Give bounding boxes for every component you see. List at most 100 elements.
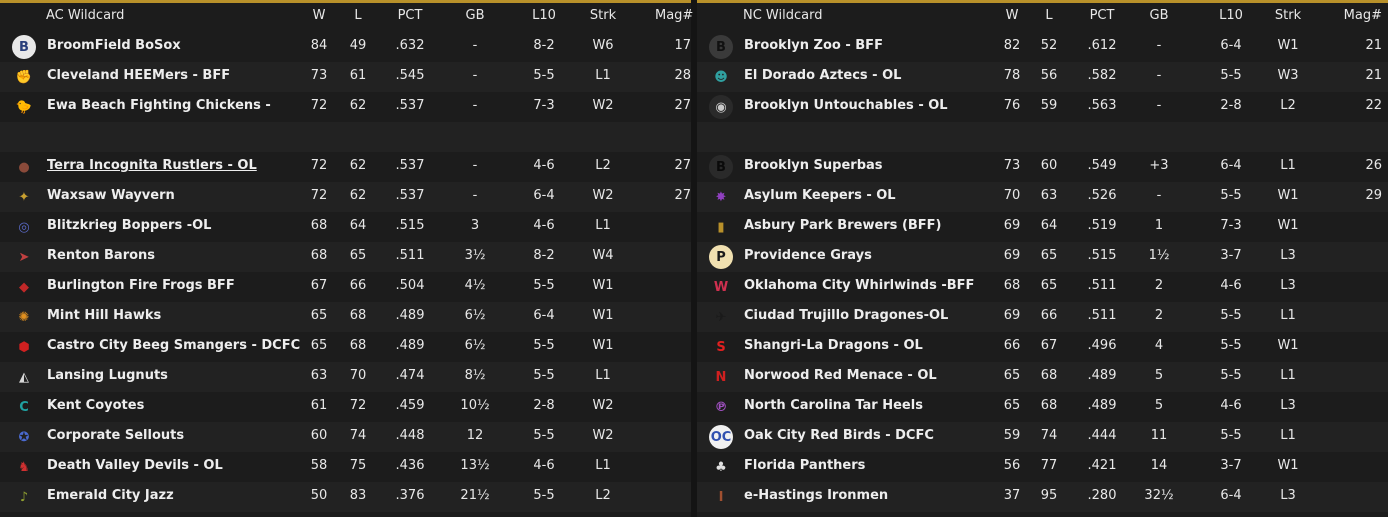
team-logo-icon[interactable]: C	[19, 399, 29, 415]
team-row[interactable]: ⬢ Castro City Beeg Smangers - DCFC 65 68 .48…	[0, 332, 691, 362]
team-name-link[interactable]: Brooklyn Zoo - BFF	[744, 38, 883, 53]
team-logo-icon[interactable]: ✊	[15, 69, 33, 85]
team-name-link[interactable]: Castro City Beeg Smangers - DCFC	[47, 338, 301, 353]
team-logo-icon[interactable]: W	[713, 279, 729, 295]
team-row[interactable]: ✪ Corporate Sellouts 60 74 .448 12 5-5 W2	[0, 422, 691, 452]
team-name-link[interactable]: North Carolina Tar Heels	[744, 398, 923, 413]
team-name-link[interactable]: Blitzkrieg Boppers -OL	[47, 218, 212, 233]
team-row[interactable]: ☻ El Dorado Aztecs - OL 78 56 .582 - 5-5 W3 21	[697, 62, 1388, 92]
team-name-link[interactable]: Asbury Park Brewers (BFF)	[744, 218, 942, 233]
col-header-l[interactable]: L	[354, 8, 362, 23]
col-header-l10[interactable]: L10	[532, 8, 556, 23]
team-row[interactable]: B BroomField BoSox 84 49 .632 - 8-2 W6 17	[0, 32, 691, 62]
team-name-link[interactable]: Brooklyn Superbas	[744, 158, 883, 173]
team-logo-icon[interactable]: ◆	[19, 279, 29, 295]
team-logo-icon[interactable]: ✸	[715, 189, 727, 205]
team-name-link[interactable]: Asylum Keepers - OL	[744, 188, 896, 203]
team-name-link[interactable]: Lansing Lugnuts	[47, 368, 168, 383]
col-header-l[interactable]: L	[1045, 8, 1053, 23]
team-row[interactable]: ♪ Emerald City Jazz 50 83 .376 21½ 5-5 L2	[0, 482, 691, 512]
col-header-strk[interactable]: Strk	[589, 8, 617, 23]
team-logo-icon[interactable]: B	[709, 155, 733, 179]
team-row[interactable]: 🐤 Ewa Beach Fighting Chickens - 72 62 .537 - 7…	[0, 92, 691, 122]
team-name-link[interactable]: BroomField BoSox	[47, 38, 181, 53]
team-name-link[interactable]: Ewa Beach Fighting Chickens -	[47, 98, 271, 113]
team-row[interactable]: ◉ Brooklyn Untouchables - OL 76 59 .563 - 2-8 L…	[697, 92, 1388, 122]
team-name-link[interactable]: El Dorado Aztecs - OL	[744, 68, 902, 83]
team-logo-icon[interactable]: ✈	[715, 309, 727, 325]
team-logo-icon[interactable]: OC	[709, 425, 733, 449]
team-logo-icon[interactable]: ▮	[717, 219, 725, 235]
team-row[interactable]: ➤ Renton Barons 68 65 .511 3½ 8-2 W4	[0, 242, 691, 272]
team-name-link[interactable]: Brooklyn Untouchables - OL	[744, 98, 948, 113]
team-row[interactable]: C Kent Coyotes 61 72 .459 10½ 2-8 W2	[0, 392, 691, 422]
team-row[interactable]: B Brooklyn Superbas 73 60 .549 +3 6-4 L1 26	[697, 152, 1388, 182]
col-header-pct[interactable]: PCT	[397, 8, 423, 23]
team-name-link[interactable]: Shangri-La Dragons - OL	[744, 338, 923, 353]
team-logo-icon[interactable]: ◎	[18, 219, 30, 235]
team-name-link[interactable]: Emerald City Jazz	[47, 488, 174, 503]
team-row[interactable]: ℗ North Carolina Tar Heels 65 68 .489 5 4-6 L3	[697, 392, 1388, 422]
team-row[interactable]: S Shangri-La Dragons - OL 66 67 .496 4 5-5 W1	[697, 332, 1388, 362]
team-logo-icon[interactable]: ✺	[18, 309, 30, 325]
team-row[interactable]: ◎ Blitzkrieg Boppers -OL 68 64 .515 3 4-6 L1	[0, 212, 691, 242]
team-logo-icon[interactable]: B	[12, 35, 36, 59]
team-logo-icon[interactable]: P	[709, 245, 733, 269]
col-header-w[interactable]: W	[1005, 8, 1019, 23]
team-row[interactable]: ♣ Florida Panthers 56 77 .421 14 3-7 W1	[697, 452, 1388, 482]
team-logo-icon[interactable]: S	[716, 339, 726, 355]
team-row[interactable]: ▮ Asbury Park Brewers (BFF) 69 64 .519 1 7-3 W1	[697, 212, 1388, 242]
team-logo-icon[interactable]: ℗	[714, 399, 728, 415]
col-header-l10[interactable]: L10	[1219, 8, 1243, 23]
team-logo-icon[interactable]: ✦	[18, 189, 30, 205]
team-logo-icon[interactable]: N	[715, 369, 727, 385]
team-name-link[interactable]: Renton Barons	[47, 248, 156, 263]
team-name-link[interactable]: Burlington Fire Frogs BFF	[47, 278, 235, 293]
team-name-link[interactable]: Providence Grays	[744, 248, 872, 263]
team-logo-icon[interactable]: ♣	[715, 459, 727, 475]
team-row[interactable]: ✦ Waxsaw Wayvern 72 62 .537 - 6-4 W2 27	[0, 182, 691, 212]
team-row[interactable]: ✈ Ciudad Trujillo Dragones-OL 69 66 .511 2 5-5…	[697, 302, 1388, 332]
col-header-mag[interactable]: Mag#	[1343, 8, 1382, 23]
col-header-gb[interactable]: GB	[1149, 8, 1169, 23]
team-logo-icon[interactable]: ➤	[18, 249, 30, 265]
col-header-w[interactable]: W	[312, 8, 326, 23]
team-name-link[interactable]: Corporate Sellouts	[47, 428, 185, 443]
col-header-mag[interactable]: Mag#	[655, 8, 694, 23]
team-name-link[interactable]: Mint Hill Hawks	[47, 308, 162, 323]
team-logo-icon[interactable]: 🐤	[15, 99, 33, 115]
team-name-link[interactable]: Terra Incognita Rustlers - OL	[47, 158, 257, 173]
team-row[interactable]: ♞ Death Valley Devils - OL 58 75 .436 13½ 4-6 L…	[0, 452, 691, 482]
col-header-gb[interactable]: GB	[465, 8, 485, 23]
team-row[interactable]: B Brooklyn Zoo - BFF 82 52 .612 - 6-4 W1 21	[697, 32, 1388, 62]
team-row[interactable]: ✸ Asylum Keepers - OL 70 63 .526 - 5-5 W1 29	[697, 182, 1388, 212]
team-name-link[interactable]: Oklahoma City Whirlwinds -BFF	[744, 278, 975, 293]
team-row[interactable]: OC Oak City Red Birds - DCFC 59 74 .444 11 5-5…	[697, 422, 1388, 452]
team-row[interactable]: W Oklahoma City Whirlwinds -BFF 68 65 .511 2 4…	[697, 272, 1388, 302]
team-row[interactable]: ✺ Mint Hill Hawks 65 68 .489 6½ 6-4 W1	[0, 302, 691, 332]
team-logo-icon[interactable]: ◉	[709, 95, 733, 119]
team-name-link[interactable]: Oak City Red Birds - DCFC	[744, 428, 934, 443]
team-row[interactable]: N Norwood Red Menace - OL 65 68 .489 5 5-5 L1	[697, 362, 1388, 392]
team-logo-icon[interactable]: ♞	[18, 459, 30, 475]
team-row[interactable]: ● Terra Incognita Rustlers - OL 72 62 .537 - 4…	[0, 152, 691, 182]
team-row[interactable]: P Providence Grays 69 65 .515 1½ 3-7 L3	[697, 242, 1388, 272]
team-logo-icon[interactable]: ◭	[19, 369, 29, 385]
team-row[interactable]: ✊ Cleveland HEEMers - BFF 73 61 .545 - 5-5 L1 28	[0, 62, 691, 92]
team-logo-icon[interactable]: I	[718, 489, 724, 505]
team-logo-icon[interactable]: B	[709, 35, 733, 59]
team-name-link[interactable]: Waxsaw Wayvern	[47, 188, 175, 203]
team-name-link[interactable]: Norwood Red Menace - OL	[744, 368, 937, 383]
team-name-link[interactable]: Florida Panthers	[744, 458, 866, 473]
team-row[interactable]: ◭ Lansing Lugnuts 63 70 .474 8½ 5-5 L1	[0, 362, 691, 392]
team-logo-icon[interactable]: ⬢	[18, 339, 30, 355]
col-header-strk[interactable]: Strk	[1274, 8, 1302, 23]
team-logo-icon[interactable]: ☻	[714, 69, 728, 85]
team-name-link[interactable]: e-Hastings Ironmen	[744, 488, 889, 503]
team-name-link[interactable]: Cleveland HEEMers - BFF	[47, 68, 231, 83]
team-row[interactable]: ◆ Burlington Fire Frogs BFF 67 66 .504 4½ 5-5 W…	[0, 272, 691, 302]
team-name-link[interactable]: Death Valley Devils - OL	[47, 458, 223, 473]
team-logo-icon[interactable]: ♪	[19, 489, 29, 505]
team-name-link[interactable]: Ciudad Trujillo Dragones-OL	[744, 308, 949, 323]
